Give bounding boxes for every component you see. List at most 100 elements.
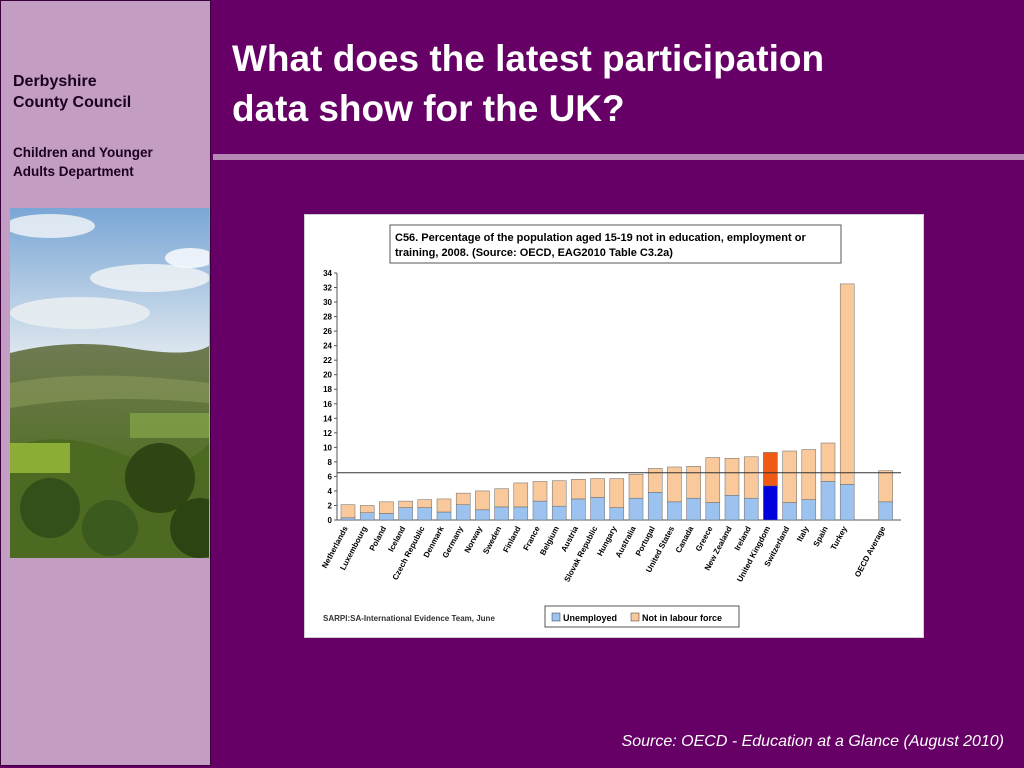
bar-unemployed <box>398 507 413 521</box>
category-label: Ireland <box>733 525 753 552</box>
chart-title-box: C56. Percentage of the population aged 1… <box>389 224 842 264</box>
bar-unemployed <box>782 502 797 521</box>
bar-not-in-labour-force <box>436 498 452 513</box>
y-tick-label: 30 <box>323 298 332 307</box>
y-tick-label: 18 <box>323 385 332 394</box>
bar-unemployed <box>340 517 356 521</box>
y-tick-label: 16 <box>323 400 332 409</box>
bar-not-in-labour-force <box>609 478 625 508</box>
bar-not-in-labour-force <box>782 450 797 503</box>
category-label: Iceland <box>386 525 407 554</box>
chart-footnote: SARPI:SA-International Evidence Team, Ju… <box>323 614 495 623</box>
bar-unemployed <box>494 506 509 521</box>
bar-unemployed <box>513 506 529 521</box>
y-tick-label: 10 <box>323 443 332 452</box>
bar-unemployed <box>571 498 586 521</box>
category-label: Belgium <box>538 525 561 557</box>
bar-not-in-labour-force <box>705 457 721 503</box>
y-tick-label: 20 <box>323 371 332 380</box>
bar-not-in-labour-force <box>532 481 548 502</box>
bar-not-in-labour-force <box>801 449 817 500</box>
chart-title-line-1: C56. Percentage of the population aged 1… <box>395 232 806 244</box>
legend-label-not-in-labour-force: Not in labour force <box>642 613 722 623</box>
plot-area: 0246810121416182022242628303234Netherlan… <box>320 269 901 584</box>
bar-unemployed <box>839 484 855 521</box>
landscape-photo <box>10 208 209 558</box>
bar-unemployed <box>455 504 471 521</box>
organisation-name-line-1: Derbyshire <box>13 73 97 90</box>
category-label: Canada <box>674 524 696 554</box>
bar-unemployed <box>878 501 893 521</box>
y-tick-label: 6 <box>328 472 333 481</box>
bar-unemployed <box>724 495 740 521</box>
landscape-photo-graphic <box>10 208 209 558</box>
source-citation: Source: OECD - Education at a Glance (Au… <box>621 733 1004 750</box>
sidebar: Derbyshire County Council Children and Y… <box>0 0 211 766</box>
bar-not-in-labour-force <box>590 478 605 498</box>
bar-unemployed <box>628 497 644 521</box>
category-label: Finland <box>501 525 522 554</box>
bar-unemployed <box>379 513 394 521</box>
bar-not-in-labour-force <box>743 456 759 499</box>
bar-not-in-labour-force <box>551 480 567 507</box>
bar-not-in-labour-force <box>667 466 682 503</box>
bar-not-in-labour-force <box>724 458 740 496</box>
bar-unemployed <box>417 507 433 521</box>
bar-unemployed <box>475 509 490 521</box>
chart-title-line-2: training, 2008. (Source: OECD, EAG2010 T… <box>395 247 673 259</box>
bar-unemployed <box>705 502 721 521</box>
y-tick-label: 22 <box>323 356 332 365</box>
bar-not-in-labour-force <box>686 465 701 499</box>
y-tick-label: 2 <box>328 501 333 510</box>
bar-unemployed <box>763 485 778 521</box>
bar-unemployed <box>609 507 625 521</box>
bar-unemployed <box>667 501 682 521</box>
y-tick-label: 28 <box>323 313 332 322</box>
bar-not-in-labour-force <box>878 470 893 503</box>
slide-title-line-2: data show for the UK? <box>232 88 625 129</box>
category-label: Sweden <box>481 525 503 556</box>
bar-not-in-labour-force <box>494 488 509 508</box>
bar-unemployed <box>801 499 817 521</box>
bar-not-in-labour-force <box>455 492 471 505</box>
bar-not-in-labour-force <box>628 473 644 499</box>
y-tick-label: 4 <box>328 487 333 496</box>
bar-unemployed <box>743 497 759 521</box>
y-tick-label: 34 <box>323 269 332 278</box>
bar-unemployed <box>647 492 663 521</box>
category-label: Austria <box>559 524 580 553</box>
slide-title: What does the latest participation data … <box>232 34 1002 134</box>
y-tick-label: 24 <box>323 342 332 351</box>
category-label: Poland <box>368 525 389 553</box>
organisation-name: Derbyshire County Council <box>13 71 203 113</box>
bar-unemployed <box>551 505 567 521</box>
bar-not-in-labour-force <box>340 504 356 519</box>
bar-not-in-labour-force <box>379 501 394 514</box>
category-label: Spain <box>812 525 830 549</box>
bar-not-in-labour-force <box>513 482 529 508</box>
legend-label-unemployed: Unemployed <box>563 613 617 623</box>
bar-not-in-labour-force <box>571 479 586 500</box>
category-label: OECD Average <box>853 524 888 578</box>
y-tick-label: 0 <box>328 516 333 525</box>
y-tick-label: 32 <box>323 284 332 293</box>
bar-not-in-labour-force <box>839 283 855 485</box>
legend-swatch-not-in-labour-force <box>630 612 640 622</box>
bar-unemployed <box>590 497 605 521</box>
bar-not-in-labour-force <box>417 499 433 508</box>
category-label: France <box>522 524 543 552</box>
y-tick-label: 8 <box>328 458 333 467</box>
organisation-name-line-2: County Council <box>13 94 132 111</box>
slide-title-line-1: What does the latest participation <box>232 38 825 79</box>
category-label: Greece <box>694 524 715 553</box>
department-name-line-2: Adults Department <box>13 164 134 179</box>
bar-not-in-labour-force <box>820 442 836 482</box>
bar-unemployed <box>359 512 375 521</box>
chart-legend: Unemployed Not in labour force <box>544 605 740 628</box>
category-label: Italy <box>795 524 811 543</box>
nee-chart: C56. Percentage of the population aged 1… <box>320 224 901 628</box>
legend-swatch-unemployed <box>551 612 561 622</box>
bar-not-in-labour-force <box>359 505 375 513</box>
bar-unemployed <box>532 500 548 521</box>
bar-unemployed <box>436 511 452 521</box>
